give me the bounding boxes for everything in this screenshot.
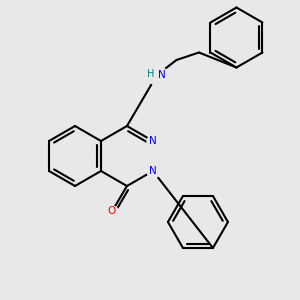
Text: N: N <box>149 166 157 176</box>
Text: O: O <box>108 206 116 217</box>
Text: N: N <box>149 136 157 146</box>
Text: N: N <box>149 136 157 146</box>
Text: N: N <box>149 166 157 176</box>
Text: H: H <box>147 68 154 79</box>
Text: N: N <box>158 70 166 80</box>
Text: N: N <box>149 136 157 146</box>
Text: N: N <box>149 166 157 176</box>
